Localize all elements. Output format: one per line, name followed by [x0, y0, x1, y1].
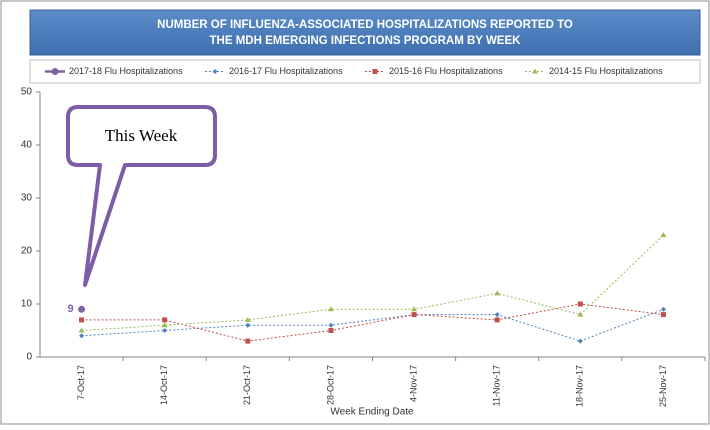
x-tick-label: 18-Nov-17: [575, 365, 585, 407]
marker: [494, 290, 501, 296]
marker: [244, 316, 251, 322]
marker: [660, 232, 667, 238]
marker: [328, 328, 334, 333]
y-tick-label: 20: [21, 246, 33, 257]
chart-title: THE MDH EMERGING INFECTIONS PROGRAM BY W…: [210, 35, 522, 47]
legend-label: 2014-15 Flu Hospitalizations: [549, 66, 663, 76]
marker: [577, 311, 584, 317]
x-tick-label: 28-Oct-17: [325, 365, 335, 405]
marker: [212, 69, 218, 74]
marker: [79, 317, 85, 323]
x-tick-label: 11-Nov-17: [492, 365, 502, 406]
marker: [494, 317, 500, 323]
data-label: 9: [67, 303, 73, 315]
chart-title: NUMBER OF INFLUENZA-ASSOCIATED HOSPITALI…: [157, 19, 573, 31]
series-line: [81, 303, 664, 342]
series-line: [81, 234, 664, 331]
legend-label: 2017-18 Flu Hospitalizations: [69, 66, 183, 76]
x-tick-label: 14-Oct-17: [159, 365, 169, 405]
marker: [494, 312, 500, 318]
marker: [245, 322, 251, 328]
marker: [78, 305, 86, 313]
marker: [411, 312, 417, 318]
title-box: [29, 9, 701, 56]
marker: [162, 328, 168, 333]
callout: [66, 105, 217, 287]
y-tick-label: 0: [26, 352, 32, 363]
y-tick-label: 50: [21, 87, 33, 98]
y-tick-label: 30: [21, 193, 33, 204]
marker: [328, 322, 334, 328]
y-tick-label: 40: [21, 140, 33, 151]
marker: [161, 322, 168, 328]
annotation: This Week: [105, 126, 178, 145]
marker: [660, 312, 666, 318]
x-tick-label: 25-Nov-17: [658, 365, 668, 407]
marker: [577, 338, 583, 344]
legend-label: 2016-17 Flu Hospitalizations: [229, 66, 343, 76]
marker: [411, 306, 418, 312]
marker: [660, 306, 666, 312]
marker: [78, 327, 85, 333]
x-tick-label: 4-Nov-17: [408, 365, 418, 402]
marker: [327, 306, 334, 312]
marker: [79, 333, 85, 339]
x-axis-label: Week Ending Date: [330, 407, 414, 418]
x-tick-label: 7-Oct-17: [76, 365, 86, 400]
marker: [372, 69, 378, 74]
x-tick-label: 21-Oct-17: [242, 365, 252, 405]
marker: [162, 317, 168, 323]
series-line: [81, 308, 664, 342]
marker: [532, 68, 538, 74]
legend-label: 2015-16 Flu Hospitalizations: [389, 66, 503, 76]
y-tick-label: 10: [21, 299, 33, 310]
marker: [51, 68, 59, 75]
marker: [245, 338, 251, 344]
marker: [577, 301, 583, 307]
